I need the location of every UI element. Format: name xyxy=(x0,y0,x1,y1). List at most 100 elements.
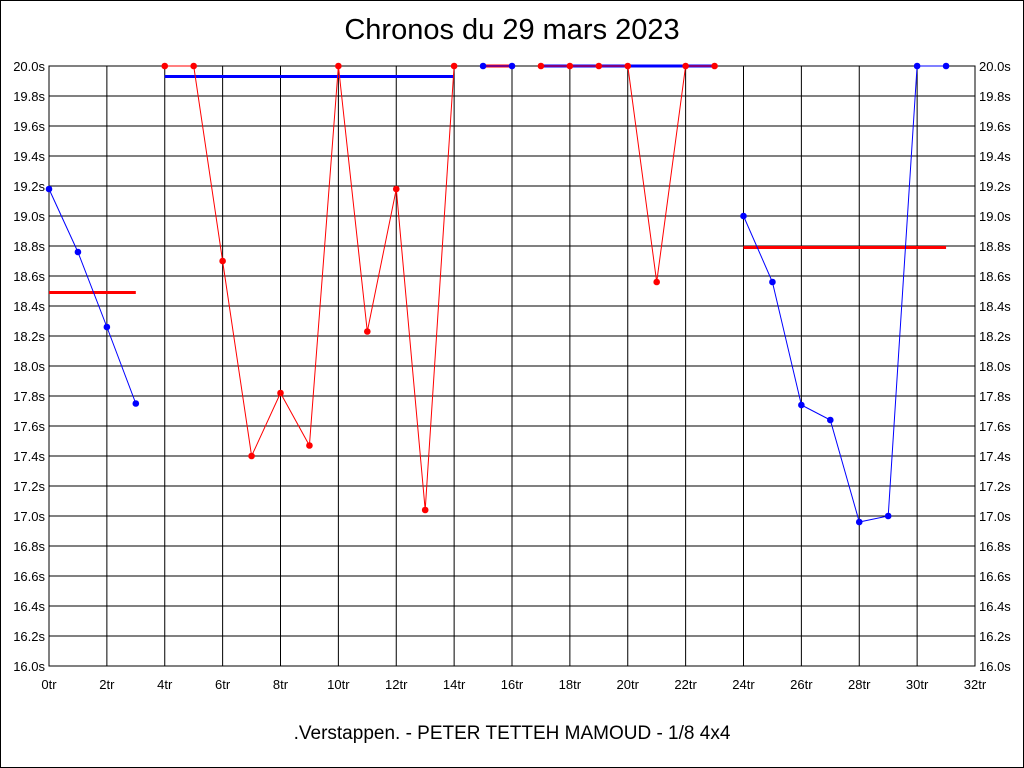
x-tick-label: 8tr xyxy=(273,677,289,692)
data-point xyxy=(653,278,660,286)
x-tick-label: 30tr xyxy=(906,677,929,692)
x-tick-label: 24tr xyxy=(732,677,755,692)
y-tick-label: 16.0s xyxy=(979,659,1011,674)
series-line xyxy=(743,65,947,523)
chart-subtitle: .Verstappen. - PETER TETTEH MAMOUD - 1/8… xyxy=(293,723,731,744)
data-point xyxy=(364,328,371,335)
y-tick-label: 17.4s xyxy=(13,449,45,464)
y-tick-label: 18.4s xyxy=(979,299,1011,314)
y-tick-label: 19.8s xyxy=(13,89,45,104)
data-point xyxy=(74,248,82,256)
data-point xyxy=(942,62,950,70)
x-tick-label: 16tr xyxy=(501,677,524,692)
y-tick-label: 16.6s xyxy=(13,569,45,584)
y-axis-right: 16.0s 16.2s 16.4s 16.6s 16.8s 17.0s 17.2s 17.4s… xyxy=(979,59,1011,674)
data-point xyxy=(132,400,140,407)
chart-title: Chronos du 29 mars 2023 xyxy=(344,14,680,46)
x-tick-label: 20tr xyxy=(617,677,640,692)
y-tick-label: 18.0s xyxy=(13,359,45,374)
x-tick-label: 0tr xyxy=(41,677,57,692)
data-point xyxy=(45,185,53,193)
data-point xyxy=(740,212,747,220)
data-point xyxy=(392,185,400,193)
y-tick-label: 19.0s xyxy=(13,209,45,224)
y-tick-label: 18.6s xyxy=(979,269,1011,284)
y-tick-label: 17.8s xyxy=(979,389,1011,404)
data-point xyxy=(566,62,574,70)
data-point xyxy=(450,62,458,70)
y-tick-label: 16.4s xyxy=(13,599,45,614)
y-tick-label: 18.2s xyxy=(979,329,1011,344)
data-point xyxy=(421,506,429,514)
y-tick-label: 20.0s xyxy=(979,59,1011,74)
data-point xyxy=(219,257,226,265)
data-point xyxy=(682,62,689,70)
y-tick-label: 18.8s xyxy=(13,239,45,254)
y-tick-label: 19.0s xyxy=(979,209,1011,224)
data-point xyxy=(103,323,111,331)
data-point xyxy=(508,62,516,70)
data-point xyxy=(798,401,805,409)
y-axis-left: 16.0s 16.2s 16.4s 16.6s 16.8s 17.0s 17.2s 17.4s… xyxy=(13,59,45,674)
y-tick-label: 17.0s xyxy=(979,509,1011,524)
x-tick-label: 22tr xyxy=(674,677,697,692)
data-point xyxy=(335,62,342,70)
x-tick-label: 28tr xyxy=(848,677,871,692)
x-tick-label: 18tr xyxy=(559,677,582,692)
y-tick-label: 16.0s xyxy=(13,659,45,674)
y-tick-label: 17.0s xyxy=(13,509,45,524)
data-point xyxy=(306,442,313,449)
x-tick-label: 2tr xyxy=(99,677,115,692)
y-tick-label: 17.4s xyxy=(979,449,1011,464)
y-tick-label: 19.4s xyxy=(979,149,1011,164)
y-tick-label: 16.6s xyxy=(979,569,1011,584)
y-tick-label: 18.8s xyxy=(979,239,1011,254)
y-tick-label: 19.8s xyxy=(979,89,1011,104)
y-tick-label: 16.2s xyxy=(979,629,1011,644)
y-tick-label: 19.2s xyxy=(13,179,45,194)
y-tick-label: 18.0s xyxy=(979,359,1011,374)
x-axis: 0tr 2tr 4tr 6tr 8tr 10tr 12tr 14tr 16tr 18tr 20tr 2… xyxy=(41,677,986,692)
data-point xyxy=(827,416,834,424)
y-tick-label: 20.0s xyxy=(13,59,45,74)
data-point xyxy=(248,452,255,460)
y-tick-label: 18.6s xyxy=(13,269,45,284)
data-point xyxy=(190,62,197,70)
y-tick-label: 17.8s xyxy=(13,389,45,404)
x-tick-label: 26tr xyxy=(790,677,813,692)
data-point xyxy=(624,62,632,70)
y-tick-label: 16.8s xyxy=(13,539,45,554)
data-point xyxy=(479,62,487,70)
y-tick-label: 17.2s xyxy=(13,479,45,494)
data-point xyxy=(277,389,284,397)
x-tick-label: 6tr xyxy=(215,677,231,692)
data-point xyxy=(913,62,921,70)
x-tick-label: 10tr xyxy=(327,677,350,692)
y-tick-label: 18.2s xyxy=(13,329,45,344)
data-point xyxy=(855,518,863,526)
series-points xyxy=(45,62,950,526)
x-tick-label: 4tr xyxy=(157,677,173,692)
data-point xyxy=(595,62,603,70)
x-tick-label: 32tr xyxy=(964,677,987,692)
y-tick-label: 19.6s xyxy=(13,119,45,134)
y-tick-label: 19.2s xyxy=(979,179,1011,194)
y-tick-label: 16.8s xyxy=(979,539,1011,554)
data-point xyxy=(711,62,718,70)
y-tick-label: 19.6s xyxy=(979,119,1011,134)
y-tick-label: 17.6s xyxy=(13,419,45,434)
series-line xyxy=(48,188,137,404)
grid-lines xyxy=(48,65,976,667)
data-point xyxy=(884,512,892,520)
y-tick-label: 17.2s xyxy=(979,479,1011,494)
y-tick-label: 18.4s xyxy=(13,299,45,314)
data-point xyxy=(537,62,545,70)
data-point xyxy=(769,278,776,286)
y-tick-label: 17.6s xyxy=(979,419,1011,434)
y-tick-label: 19.4s xyxy=(13,149,45,164)
data-point xyxy=(161,62,169,70)
x-tick-label: 12tr xyxy=(385,677,408,692)
y-tick-label: 16.2s xyxy=(13,629,45,644)
y-tick-label: 16.4s xyxy=(979,599,1011,614)
